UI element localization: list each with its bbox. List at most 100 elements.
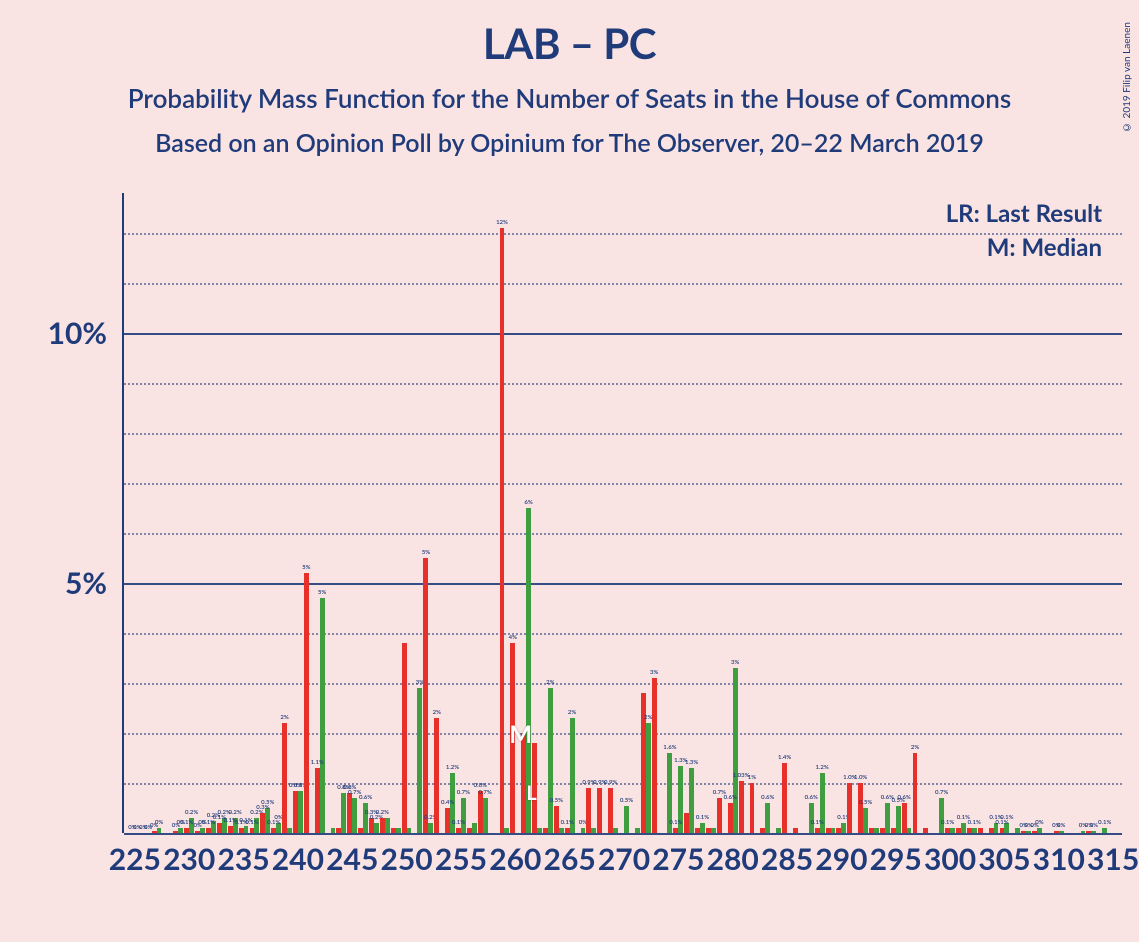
gridline — [124, 783, 1122, 785]
bar-green — [504, 828, 509, 833]
bar-red — [597, 788, 602, 833]
gridline — [124, 833, 1122, 835]
bar-green — [537, 828, 542, 833]
bar-green — [374, 823, 379, 833]
last-result-marker: L — [526, 783, 536, 803]
bar-green — [635, 828, 640, 833]
x-axis-label: 275 — [652, 841, 704, 877]
bar-value-label: 0.6% — [805, 794, 818, 801]
bar-value-label: 4% — [509, 634, 517, 641]
bar-value-label: 1.6% — [663, 744, 676, 751]
bar-green — [298, 791, 303, 834]
bar-value-label: 1.4% — [778, 754, 791, 761]
bar-value-label: 0% — [1057, 822, 1065, 829]
bar-green — [1026, 831, 1031, 834]
bar-value-label: 0.5% — [550, 797, 563, 804]
bar-value-label: 0.6% — [724, 794, 737, 801]
gridline — [124, 683, 1122, 685]
x-axis-label: 315 — [1087, 841, 1139, 877]
x-axis-label: 295 — [870, 841, 922, 877]
bar-value-label: 0.6% — [761, 794, 774, 801]
bar-green — [581, 828, 586, 833]
bar-value-label: 2% — [433, 709, 441, 716]
bar-value-label: 0.1% — [245, 819, 258, 826]
bar-red — [717, 798, 722, 833]
bar-green — [548, 688, 553, 833]
gridline — [124, 333, 1122, 335]
bar-value-label: 0.2% — [185, 809, 198, 816]
bar-green — [874, 828, 879, 833]
bar-green — [472, 823, 477, 833]
bar-green — [939, 798, 944, 833]
bar-green — [331, 828, 336, 833]
bar-value-label: 0.2% — [229, 809, 242, 816]
bar-red — [782, 763, 787, 833]
bar-green — [776, 828, 781, 833]
bar-value-label: 0% — [1035, 819, 1043, 826]
bar-red — [608, 788, 613, 833]
bar-value-label: 5% — [318, 589, 326, 596]
y-axis-label: 5% — [17, 565, 107, 601]
gridline — [124, 633, 1122, 635]
gridline — [124, 233, 1122, 235]
bar-value-label: 1.3% — [685, 759, 698, 766]
x-axis-label: 250 — [380, 841, 432, 877]
bar-green — [863, 808, 868, 833]
bar-green — [646, 723, 651, 833]
bar-red — [739, 781, 744, 834]
x-axis-label: 240 — [272, 841, 324, 877]
x-axis-label: 270 — [598, 841, 650, 877]
bar-value-label: 0.1% — [561, 819, 574, 826]
bar-green — [244, 826, 249, 834]
bar-value-label: 0.1% — [968, 819, 981, 826]
bar-value-label: 6% — [524, 499, 532, 506]
bar-green — [700, 823, 705, 833]
bar-green — [287, 828, 292, 833]
x-axis-label: 285 — [761, 841, 813, 877]
bar-red — [793, 828, 798, 833]
bar-green — [1015, 828, 1020, 833]
x-axis-label: 290 — [815, 841, 867, 877]
bar-green — [961, 823, 966, 833]
bar-value-label: 12% — [496, 219, 508, 226]
bar-green — [461, 798, 466, 833]
bar-value-label: 1.1% — [311, 759, 324, 766]
bar-value-label: 0.1% — [669, 819, 682, 826]
bar-green — [1102, 828, 1107, 833]
bar-value-label: 0.5% — [859, 799, 872, 806]
x-axis-label: 300 — [924, 841, 976, 877]
bar-red — [282, 723, 287, 833]
bar-value-label: 0.7% — [479, 789, 492, 796]
bar-value-label: 0.7% — [457, 789, 470, 796]
bar-green — [972, 828, 977, 833]
bar-green — [624, 806, 629, 834]
bar-value-label: 0.4% — [441, 799, 454, 806]
bar-value-label: 1.0% — [854, 774, 867, 781]
bar-value-label: 0.1% — [452, 819, 465, 826]
bar-green — [407, 828, 412, 833]
bar-value-label: 0.6% — [898, 794, 911, 801]
bar-green — [157, 828, 162, 833]
gridline — [124, 283, 1122, 285]
bar-value-label: 1.2% — [815, 764, 828, 771]
bar-value-label: 0.9% — [604, 779, 617, 786]
bar-value-label: 1% — [748, 774, 756, 781]
bar-green — [570, 718, 575, 833]
bar-green — [950, 828, 955, 833]
bar-red — [500, 228, 505, 833]
bar-red — [434, 718, 439, 833]
bar-green — [341, 793, 346, 833]
bar-green — [765, 803, 770, 833]
bar-green — [613, 828, 618, 833]
copyright-text: © 2019 Filip van Laenen — [1121, 22, 1133, 133]
bar-value-label: 3% — [731, 659, 739, 666]
bar-green — [831, 828, 836, 833]
bar-red — [304, 573, 309, 833]
median-marker: M — [509, 723, 532, 747]
bar-green — [417, 688, 422, 833]
bar-green — [689, 768, 694, 833]
bar-value-label: 0.5% — [261, 799, 274, 806]
bar-value-label: 0% — [155, 819, 163, 826]
x-axis-label: 260 — [489, 841, 541, 877]
chart-title: LAB – PC — [0, 18, 1139, 68]
